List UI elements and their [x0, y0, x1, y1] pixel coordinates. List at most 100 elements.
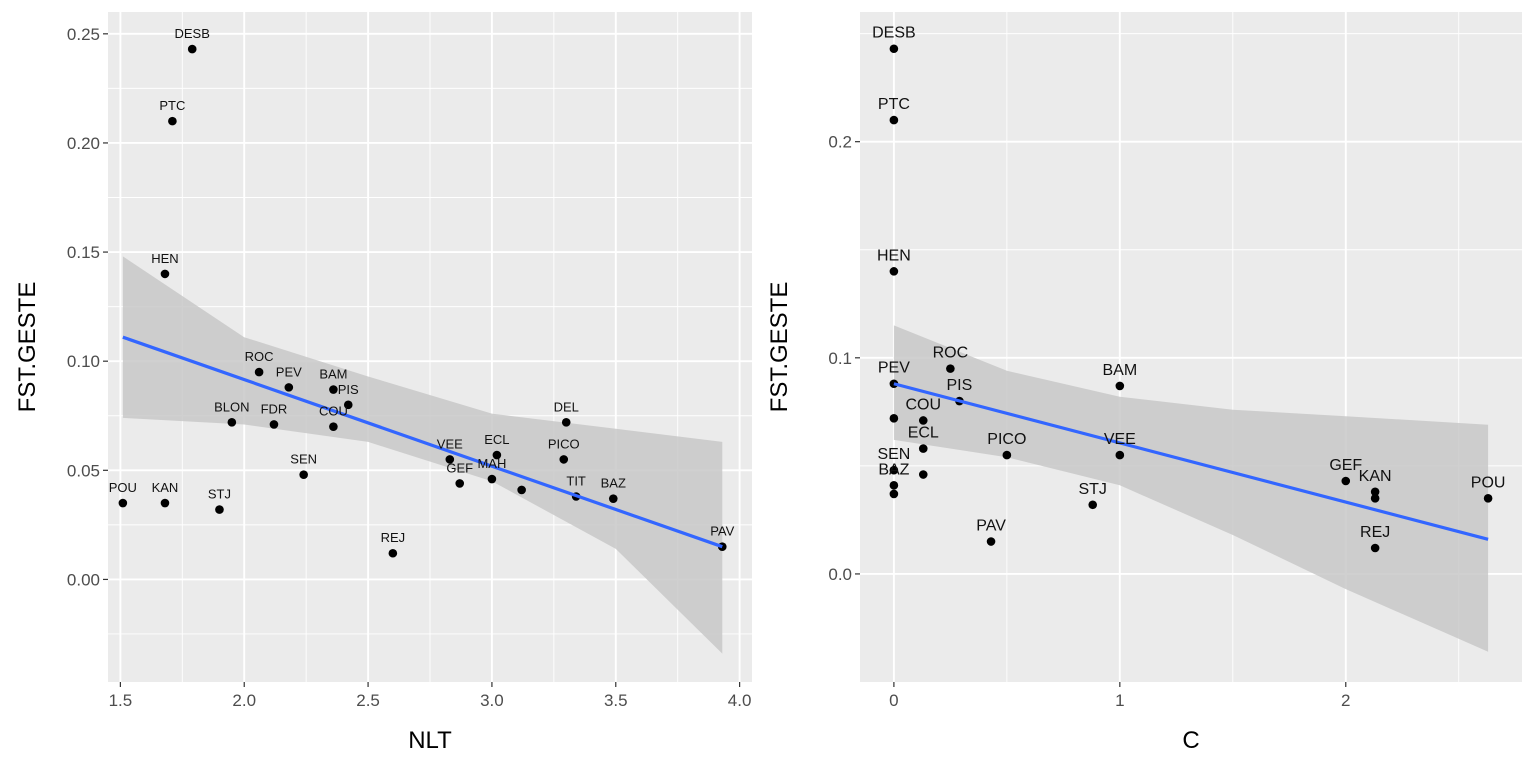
point-label: POU	[109, 480, 137, 495]
point-label: GEF	[446, 460, 473, 475]
data-point	[608, 494, 618, 503]
data-point	[215, 505, 224, 514]
point-label: FDR	[261, 401, 288, 416]
point-label: PTC	[878, 96, 910, 113]
data-point	[889, 44, 899, 54]
point-label: HEN	[877, 247, 911, 264]
point-label: ECL	[908, 425, 939, 442]
x-tick-label: 0	[889, 691, 898, 710]
point-label: DESB	[175, 26, 210, 41]
y-tick-label: 0.2	[828, 133, 852, 152]
data-point	[343, 400, 353, 410]
point-label: PIS	[947, 377, 973, 394]
y-tick-label: 0.10	[67, 352, 100, 371]
data-point	[889, 481, 899, 490]
point-label: PAV	[976, 518, 1006, 535]
point-label: HEN	[151, 251, 178, 266]
y-tick-label: 0.15	[67, 243, 100, 262]
data-point	[561, 417, 571, 427]
point-label: PTC	[159, 98, 185, 113]
x-tick-label: 2.0	[232, 691, 256, 710]
x-tick-label: 3.5	[604, 691, 628, 710]
y-axis-title: FST.GESTE	[766, 282, 793, 413]
y-tick-label: 0.1	[828, 349, 852, 368]
point-label: COU	[905, 396, 941, 413]
point-label: BAM	[1102, 362, 1137, 379]
point-label: KAN	[152, 480, 179, 495]
point-label: VEE	[437, 436, 463, 451]
point-label: VEE	[1104, 431, 1136, 448]
data-point	[445, 455, 455, 464]
data-point	[946, 364, 955, 373]
data-point	[1370, 493, 1380, 503]
x-tick-label: 4.0	[728, 691, 752, 710]
y-tick-label: 0.20	[67, 134, 100, 153]
data-point	[187, 44, 197, 54]
y-tick-label: 0.00	[67, 570, 100, 589]
confidence-ribbon	[122, 256, 723, 654]
data-point	[329, 385, 338, 394]
point-label: DEL	[554, 399, 579, 414]
point-label: STJ	[208, 487, 231, 502]
point-label: KAN	[1359, 468, 1392, 485]
point-label: BAZ	[601, 476, 626, 491]
data-point	[1341, 476, 1351, 486]
point-label: ROC	[933, 345, 969, 362]
point-label: BLON	[214, 399, 249, 414]
data-point	[160, 269, 170, 279]
data-point	[986, 537, 996, 546]
data-point	[889, 115, 899, 125]
data-point	[1370, 487, 1380, 497]
data-point	[1088, 500, 1098, 510]
data-point	[889, 267, 899, 276]
data-point	[559, 455, 569, 464]
y-tick-label: 0.0	[828, 565, 852, 584]
x-tick-label: 2	[1341, 691, 1350, 710]
x-axis-title: C	[1182, 727, 1199, 754]
x-axis-title: NLT	[408, 727, 452, 754]
data-point	[889, 489, 899, 499]
point-label: REJ	[381, 530, 406, 545]
point-label: MAH	[477, 456, 506, 471]
point-label: DESB	[872, 25, 916, 42]
point-label: REJ	[1360, 524, 1390, 541]
point-label: POU	[1471, 474, 1506, 491]
point-label: STJ	[1078, 481, 1106, 498]
data-point	[168, 116, 177, 126]
data-point	[1115, 381, 1125, 391]
y-axis-title: FST.GESTE	[14, 282, 41, 413]
point-label: PICO	[548, 436, 580, 451]
data-point	[1370, 543, 1380, 553]
point-label: PEV	[878, 360, 910, 377]
point-label: TIT	[566, 473, 586, 488]
point-label: BAZ	[878, 461, 909, 478]
data-point	[889, 465, 899, 475]
point-label: BAM	[319, 367, 347, 382]
data-point	[160, 498, 170, 508]
data-point	[254, 367, 264, 377]
point-label: SEN	[290, 452, 317, 467]
y-tick-label: 0.05	[67, 461, 100, 480]
x-tick-label: 3.0	[480, 691, 504, 710]
data-point	[517, 485, 526, 495]
point-label: COU	[319, 404, 348, 419]
data-point	[1115, 450, 1125, 460]
point-label: PIS	[338, 382, 359, 397]
point-label: ECL	[484, 432, 509, 447]
data-point	[329, 422, 338, 431]
point-label: PEV	[276, 364, 302, 379]
point-label: ROC	[245, 349, 274, 364]
data-point	[284, 383, 294, 392]
data-point	[388, 548, 398, 558]
point-label: PAV	[710, 524, 734, 539]
data-point	[487, 474, 497, 484]
data-point	[889, 414, 899, 423]
regression-line	[893, 382, 1489, 541]
data-point	[269, 420, 279, 429]
data-point	[227, 417, 237, 427]
data-point	[1002, 450, 1012, 460]
data-point	[455, 479, 465, 488]
data-point	[1483, 493, 1493, 503]
